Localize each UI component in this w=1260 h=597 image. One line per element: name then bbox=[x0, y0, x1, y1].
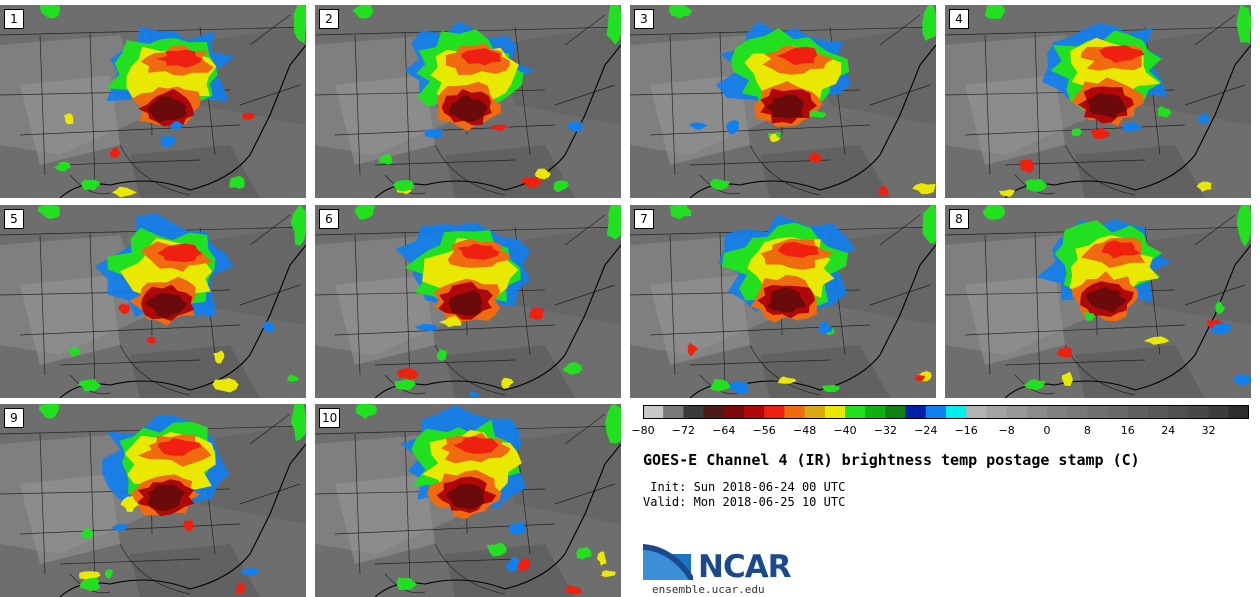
valid-time: Valid: Mon 2018-06-25 10 UTC bbox=[643, 495, 846, 509]
satellite-map-image bbox=[315, 205, 621, 398]
satellite-map-image bbox=[945, 5, 1251, 198]
colorbar-segment bbox=[1188, 405, 1210, 419]
panel-number: 8 bbox=[949, 209, 969, 229]
panel-number: 9 bbox=[4, 408, 24, 428]
panel-number: 6 bbox=[319, 209, 339, 229]
satellite-map-image bbox=[0, 5, 306, 198]
colorbar-segment bbox=[703, 405, 725, 419]
panel-number: 4 bbox=[949, 9, 969, 29]
colorbar-segment bbox=[643, 405, 664, 419]
panel-number: 2 bbox=[319, 9, 339, 29]
postage-stamp-panel: 7 bbox=[630, 205, 936, 398]
colorbar-segment bbox=[885, 405, 907, 419]
colorbar-tick-label: −16 bbox=[954, 424, 978, 437]
colorbar-segment bbox=[1047, 405, 1068, 419]
panel-number: 10 bbox=[319, 408, 341, 428]
postage-stamp-panel: 3 bbox=[630, 5, 936, 198]
colorbar-segment bbox=[723, 405, 745, 419]
colorbar-segment bbox=[784, 405, 806, 419]
colorbar-tick-label: −80 bbox=[631, 424, 655, 437]
colorbar-segment bbox=[804, 405, 826, 419]
colorbar-segment bbox=[1006, 405, 1028, 419]
satellite-map-image bbox=[630, 205, 936, 398]
colorbar-segment bbox=[744, 405, 765, 419]
colorbar-segment bbox=[946, 405, 967, 419]
colorbar-segment bbox=[824, 405, 846, 419]
satellite-map-image bbox=[0, 205, 306, 398]
site-url[interactable]: ensemble.ucar.edu bbox=[652, 583, 765, 596]
panel-number: 7 bbox=[634, 209, 654, 229]
colorbar-segment bbox=[925, 405, 947, 419]
init-time: Init: Sun 2018-06-24 00 UTC bbox=[643, 480, 846, 494]
colorbar-segment bbox=[1127, 405, 1149, 419]
colorbar-segment bbox=[986, 405, 1008, 419]
colorbar-tick-label: −64 bbox=[712, 424, 736, 437]
ncar-logo-icon bbox=[643, 544, 693, 580]
colorbar-segment bbox=[764, 405, 785, 419]
colorbar-tick-label: −32 bbox=[873, 424, 897, 437]
colorbar-tick-label: −72 bbox=[671, 424, 695, 437]
colorbar-tick-label: −24 bbox=[914, 424, 938, 437]
colorbar bbox=[643, 405, 1249, 419]
colorbar-tick-label: −56 bbox=[752, 424, 776, 437]
colorbar-segment bbox=[966, 405, 987, 419]
colorbar-tick-label: −48 bbox=[792, 424, 817, 437]
colorbar-segment bbox=[1208, 405, 1230, 419]
colorbar-tick-label: 16 bbox=[1120, 424, 1135, 437]
colorbar-segment bbox=[1148, 405, 1169, 419]
postage-stamp-panel: 4 bbox=[945, 5, 1251, 198]
colorbar-segment bbox=[1067, 405, 1088, 419]
postage-stamp-panel: 5 bbox=[0, 205, 306, 398]
figure-title: GOES-E Channel 4 (IR) brightness temp po… bbox=[643, 451, 1140, 469]
colorbar-segment bbox=[1107, 405, 1129, 419]
colorbar-tick-label: −8 bbox=[998, 424, 1015, 437]
panel-number: 5 bbox=[4, 209, 24, 229]
colorbar-tick-label: 32 bbox=[1201, 424, 1216, 437]
postage-stamp-panel: 9 bbox=[0, 404, 306, 597]
satellite-map-image bbox=[945, 205, 1251, 398]
colorbar-segment bbox=[683, 405, 705, 419]
colorbar-segment bbox=[1228, 405, 1249, 419]
colorbar-tick-label: 0 bbox=[1043, 424, 1051, 437]
colorbar-tick-label: 24 bbox=[1161, 424, 1176, 437]
colorbar-segment bbox=[663, 405, 684, 419]
satellite-map-image bbox=[630, 5, 936, 198]
colorbar-segment bbox=[865, 405, 886, 419]
colorbar-segment bbox=[905, 405, 927, 419]
colorbar-tick-label: −40 bbox=[833, 424, 857, 437]
panel-number: 1 bbox=[4, 9, 24, 29]
postage-stamp-panel: 6 bbox=[315, 205, 621, 398]
ncar-logo-text: NCAR bbox=[698, 549, 792, 585]
postage-stamp-panel: 1 bbox=[0, 5, 306, 198]
postage-stamp-panel: 10 bbox=[315, 404, 621, 597]
panel-number: 3 bbox=[634, 9, 654, 29]
postage-stamp-panel: 2 bbox=[315, 5, 621, 198]
colorbar-segment bbox=[1026, 405, 1048, 419]
postage-stamp-panel: 8 bbox=[945, 205, 1251, 398]
colorbar-segment bbox=[845, 405, 866, 419]
satellite-map-image bbox=[315, 404, 621, 597]
satellite-map-image bbox=[0, 404, 306, 597]
colorbar-segment bbox=[1087, 405, 1109, 419]
satellite-map-image bbox=[315, 5, 621, 198]
colorbar-segment bbox=[1168, 405, 1189, 419]
colorbar-tick-label: 8 bbox=[1083, 424, 1091, 437]
colorbar-tick-labels: −80 −72 −64 −56 −48 −40 −32 −24 −16 −8 0 8 16 24 32 bbox=[631, 424, 1249, 440]
